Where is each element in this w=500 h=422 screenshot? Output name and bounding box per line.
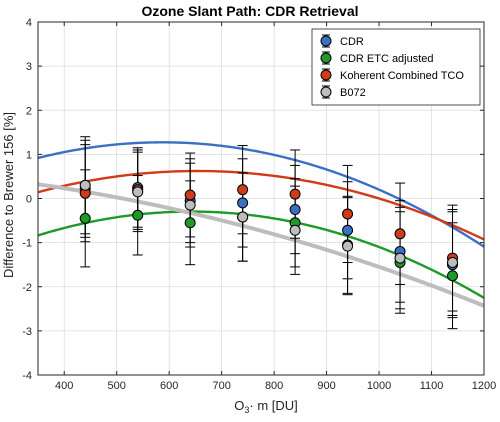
data-point: [447, 270, 459, 282]
x-axis-label-main: O: [234, 398, 244, 413]
legend-label: CDR: [340, 36, 364, 48]
fit-curve-cdr: [38, 141, 484, 248]
markers-layer: [79, 179, 459, 282]
x-axis-label: O3· m [DU]: [234, 398, 298, 415]
data-point: [79, 212, 91, 224]
x-tick-label: 1000: [367, 380, 391, 392]
data-point: [342, 224, 354, 236]
legend: CDR CDR ETC adjusted Koherent Combined TCO…: [311, 28, 481, 106]
legend-marker: [320, 69, 332, 81]
y-tick-label: -3: [22, 326, 32, 338]
y-tick-label: -4: [22, 370, 32, 382]
legend-label: CDR ETC adjusted: [340, 53, 434, 65]
data-point: [184, 217, 196, 229]
legend-label: Koherent Combined TCO: [340, 70, 464, 82]
data-point: [342, 208, 354, 220]
x-tick-label: 700: [212, 380, 230, 392]
data-point: [132, 209, 144, 221]
y-tick-label: 1: [26, 149, 32, 161]
data-point: [184, 189, 196, 201]
tick-labels-layer: 400 500 600 700 800 900 1000 1100 1200 -4 -3 -2 -1 0 1…: [22, 17, 496, 392]
chart-title: Ozone Slant Path: CDR Retrieval: [141, 3, 358, 19]
fit-curves-layer: [38, 141, 484, 308]
legend-label: B072: [340, 87, 366, 99]
y-tick-label: -1: [22, 238, 32, 250]
legend-marker: [320, 35, 332, 47]
x-axis-label-rest: · m [DU]: [249, 398, 297, 413]
x-tick-label: 1100: [420, 380, 444, 392]
data-point: [289, 224, 301, 236]
x-tick-label: 800: [265, 380, 283, 392]
data-point: [237, 197, 249, 209]
error-bars-layer: [80, 136, 458, 330]
data-point: [184, 199, 196, 211]
fit-curve-koherent-combined-tco: [38, 169, 484, 241]
x-tick-label: 400: [55, 380, 73, 392]
data-point: [394, 228, 406, 240]
data-point: [237, 211, 249, 223]
data-point: [289, 204, 301, 216]
x-tick-label: 500: [108, 380, 126, 392]
y-tick-label: -2: [22, 282, 32, 294]
data-point: [342, 240, 354, 252]
data-point: [237, 184, 249, 196]
data-point: [132, 186, 144, 198]
x-axis-label-subscript: 3: [244, 405, 249, 415]
fit-curve-cdr-etc-adjusted: [38, 210, 484, 300]
y-tick-label: 2: [26, 105, 32, 117]
legend-marker: [320, 52, 332, 64]
x-tick-label: 900: [317, 380, 335, 392]
axes-layer: [37, 21, 485, 376]
y-tick-label: 4: [26, 17, 32, 29]
x-tick-label: 1200: [472, 380, 496, 392]
y-tick-label: 0: [26, 194, 32, 206]
legend-box: [311, 28, 481, 106]
data-point: [394, 252, 406, 264]
legend-marker: [320, 86, 332, 98]
fit-curve-b072: [38, 182, 484, 308]
y-tick-label: 3: [26, 61, 32, 73]
x-tick-label: 600: [160, 380, 178, 392]
data-point: [447, 256, 459, 268]
data-point: [289, 188, 301, 200]
data-point: [79, 179, 91, 191]
y-axis-label: Difference to Brewer 156 [%]: [1, 112, 16, 278]
